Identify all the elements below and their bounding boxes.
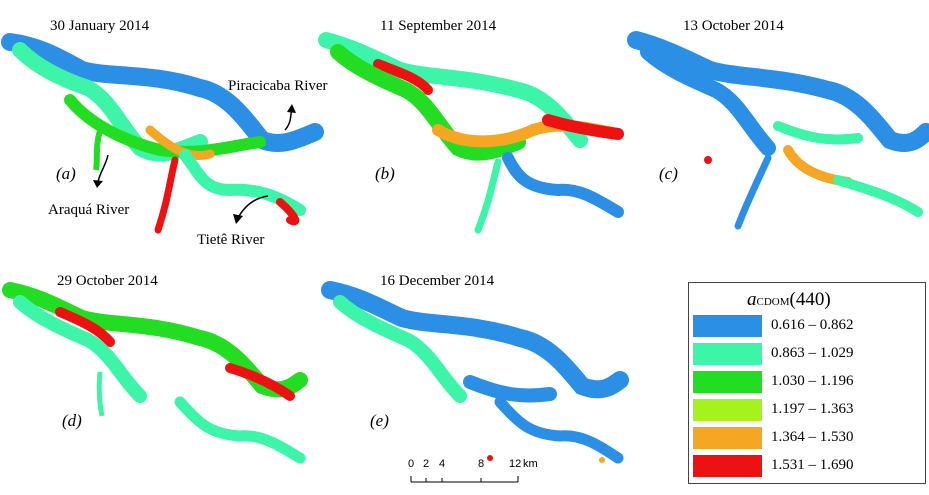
annotation-arrows — [93, 104, 296, 224]
legend-title-main: a — [747, 289, 757, 310]
map-panel-a — [1, 33, 324, 234]
scale-label: 12 — [509, 458, 522, 470]
legend-swatch — [693, 343, 762, 365]
scale-label: 4 — [439, 458, 446, 470]
legend-range: 1.364 – 1.530 — [771, 429, 854, 445]
legend-range: 1.030 – 1.196 — [771, 373, 854, 389]
map-panel-b — [318, 32, 624, 234]
scale-label: 8 — [478, 458, 485, 470]
legend-range: 1.531 – 1.690 — [771, 457, 854, 473]
legend-range: 0.616 – 0.862 — [771, 317, 854, 333]
legend-swatch — [693, 455, 762, 477]
panel-e-letter: (e) — [370, 411, 389, 430]
legend-range: 1.197 – 1.363 — [771, 401, 854, 417]
label-araqua-river: Araquá River — [48, 202, 130, 218]
legend-title-rest: (440) — [789, 289, 831, 310]
panel-c-letter: (c) — [659, 164, 678, 183]
scale-bar-line — [410, 476, 519, 483]
panel-d-title: 29 October 2014 — [57, 273, 158, 289]
legend-swatch — [693, 399, 762, 421]
legend-swatch — [693, 371, 762, 393]
panel-b-letter: (b) — [375, 164, 395, 183]
panel-b-title: 11 September 2014 — [380, 18, 497, 34]
panel-c-title: 13 October 2014 — [683, 18, 784, 34]
panel-e-title: 16 December 2014 — [380, 273, 495, 289]
legend: aCDOM(440) 0.616 – 0.862 0.863 – 1.029 1… — [688, 282, 926, 484]
label-tiete-river: Tietê River — [197, 232, 265, 248]
legend-title-sub: CDOM — [756, 296, 790, 308]
legend-title: aCDOM(440) — [747, 289, 831, 311]
map-panel-c — [627, 31, 929, 230]
scale-bar: 0 2 4 8 12 km — [408, 458, 548, 488]
scale-label: 2 — [423, 458, 430, 470]
legend-range: 0.863 – 1.029 — [771, 345, 854, 361]
panel-a-letter: (a) — [56, 164, 76, 183]
map-panel-e — [321, 281, 629, 464]
scale-label: 0 — [408, 458, 415, 470]
panel-d-letter: (d) — [62, 411, 82, 430]
map-panel-d — [2, 282, 308, 464]
label-piracicaba-river: Piracicaba River — [228, 78, 328, 94]
legend-swatch — [693, 315, 762, 337]
panel-a-title: 30 January 2014 — [50, 18, 150, 34]
legend-swatch — [693, 427, 762, 449]
scale-unit: km — [523, 458, 538, 470]
